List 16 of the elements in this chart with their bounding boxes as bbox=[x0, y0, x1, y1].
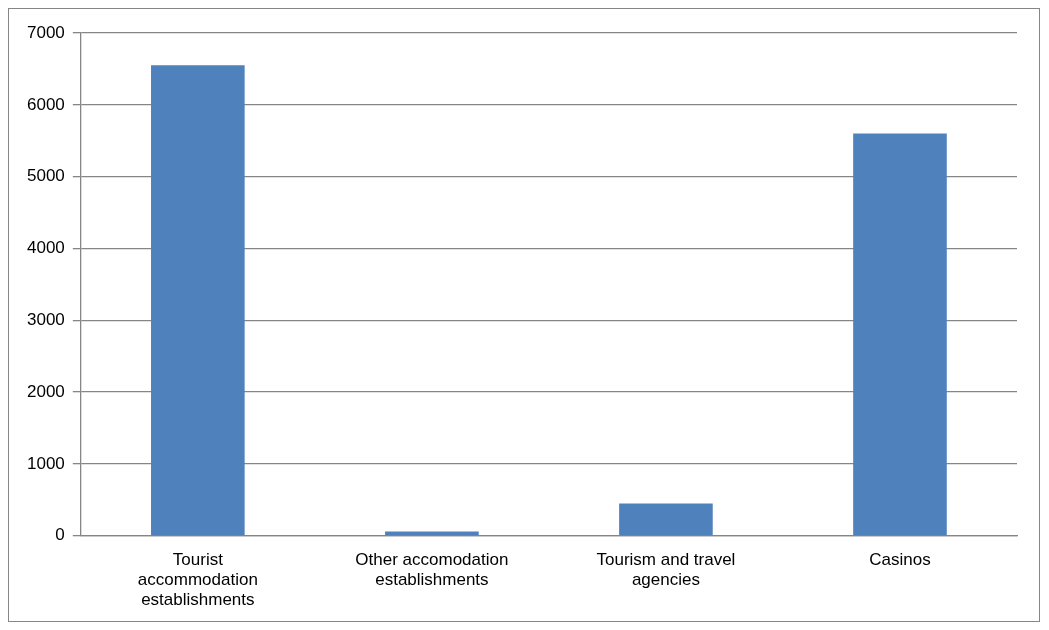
x-tick-label: Casinos bbox=[869, 549, 931, 569]
y-tick-label: 3000 bbox=[26, 310, 65, 329]
y-tick-label: 7000 bbox=[26, 22, 65, 42]
y-tick-label: 4000 bbox=[26, 238, 65, 258]
y-tick-label: 6000 bbox=[26, 94, 65, 114]
x-tick-label: Tourism and travel agencies bbox=[596, 549, 736, 590]
y-tick-label: 1000 bbox=[26, 453, 65, 473]
bar bbox=[619, 503, 713, 536]
bar bbox=[151, 65, 245, 536]
bar bbox=[853, 133, 947, 536]
x-tick-label: Tourist accommodation establishments bbox=[137, 549, 258, 610]
y-tick-label: 5000 bbox=[26, 166, 65, 186]
y-tick-label: 0 bbox=[55, 525, 65, 545]
x-tick-label: Other accomodation establishments bbox=[355, 549, 509, 590]
bar bbox=[385, 531, 479, 536]
y-tick-label: 2000 bbox=[26, 381, 65, 401]
